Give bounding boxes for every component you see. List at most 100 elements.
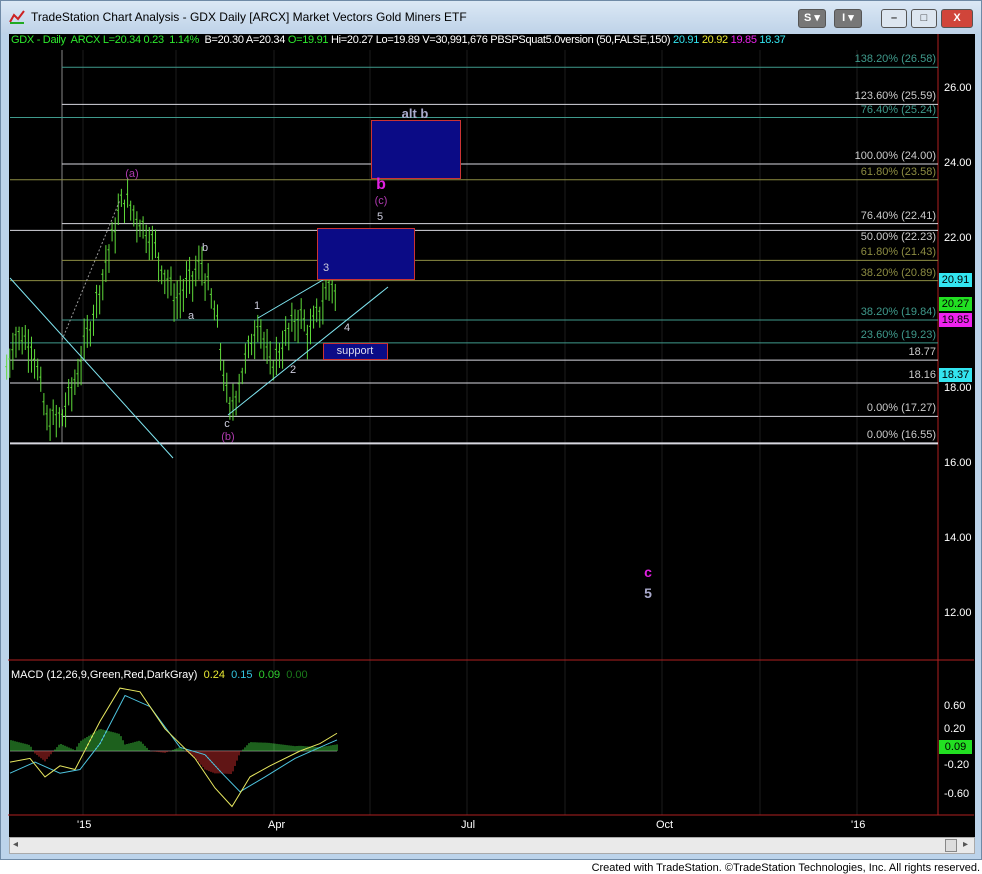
fib-label: 18.16 (908, 369, 936, 381)
wave-label-2: 2 (289, 364, 297, 376)
restore-button[interactable]: □ (911, 9, 937, 28)
symbol-link-label: S (804, 12, 812, 24)
macd-value-tag: 0.09 (939, 740, 972, 754)
macd-axis-tick: -0.60 (944, 788, 970, 801)
wave-label-c-small: c (224, 418, 230, 430)
indicator-value-2: 20.92 (701, 34, 728, 46)
bid: B=20.30 (204, 34, 245, 46)
price-axis-tick: 12.00 (944, 607, 972, 619)
price-axis-tick: 16.00 (944, 457, 972, 469)
fib-label: 50.00% (22.23) (860, 231, 936, 244)
price-axis-tick: 18.00 (944, 382, 972, 394)
b-target-box[interactable] (317, 228, 415, 280)
macd-axis-tick: 0.20 (944, 723, 966, 736)
fib-label: 61.80% (21.43) (860, 246, 936, 259)
wave-label-alt-b: alt b (401, 106, 429, 121)
net-change: 0.23 (143, 34, 165, 46)
indicator-name: PBSPSquat5.0version (50,FALSE,150) (490, 34, 671, 46)
price-axis-tick: 22.00 (944, 232, 972, 244)
time-axis-tick: '15 (77, 819, 92, 831)
wave-label-c-big: c (644, 564, 652, 580)
price-tag: 20.27 (939, 296, 972, 311)
indicator-link-button[interactable]: I ▾ (834, 9, 862, 28)
fib-label: 0.00% (16.55) (866, 429, 936, 442)
price-axis-tick: 26.00 (944, 82, 972, 94)
low: Lo=19.89 (375, 34, 420, 46)
price-tag: 18.37 (939, 368, 972, 383)
wave-label-a-paren: (a) (125, 168, 139, 180)
time-axis-tick: Apr (268, 819, 286, 831)
symbol: GDX - Daily (11, 34, 66, 46)
scroll-right-arrow-icon[interactable]: ▸ (963, 839, 969, 850)
wave-label-5-big: 5 (644, 585, 652, 601)
indicator-link-label: I (842, 12, 846, 24)
fib-label: 0.00% (17.27) (866, 402, 936, 415)
last-price: L=20.34 (102, 34, 141, 46)
alt-b-target-box[interactable] (371, 120, 461, 179)
wave-label-1: 1 (253, 300, 261, 312)
symbol-info-line: GDX - Daily ARCX L=20.34 0.23 1.14% B=20… (11, 34, 786, 46)
title-bar: TradeStation Chart Analysis - GDX Daily … (1, 1, 981, 34)
ask: A=20.34 (245, 34, 286, 46)
exchange: ARCX (70, 34, 101, 46)
wave-label-c-paren: (c) (374, 195, 388, 207)
price-axis-tick: 14.00 (944, 532, 972, 544)
fib-label: 61.80% (23.58) (860, 165, 936, 178)
support-label: support (336, 345, 374, 357)
volume: V=30,991,676 (422, 34, 488, 46)
fib-label: 123.60% (25.59) (854, 90, 936, 103)
tradestation-logo-icon (9, 10, 25, 24)
time-scrollbar[interactable]: ◂ ▸ (9, 837, 975, 854)
fib-label: 38.20% (19.84) (860, 306, 936, 318)
wave-label-3: 3 (322, 262, 330, 274)
pct-change: 1.14% (169, 34, 199, 46)
macd-label: MACD (12,26,9,Green,Red,DarkGray) (11, 669, 198, 681)
window-title: TradeStation Chart Analysis - GDX Daily … (31, 10, 467, 24)
wave-label-b-small: b (201, 242, 209, 254)
macd-zero-value: 0.00 (286, 669, 308, 681)
fib-label: 18.77 (908, 346, 936, 359)
chart-plot-area[interactable] (9, 34, 975, 837)
macd-legend: MACD (12,26,9,Green,Red,DarkGray) 0.24 0… (11, 669, 308, 681)
macd-value: 0.24 (203, 669, 225, 681)
dashed-projection-line (61, 199, 121, 341)
wave-label-a-small: a (187, 310, 195, 322)
price-tag: 19.85 (939, 312, 972, 327)
time-axis-tick: Oct (656, 819, 674, 831)
fib-label: 38.20% (20.89) (860, 266, 936, 279)
macd-signal-value: 0.15 (231, 669, 253, 681)
wave-label-4: 4 (343, 322, 351, 334)
downtrend-line (9, 277, 174, 459)
indicator-value-4: 18.37 (759, 34, 786, 46)
fib-label: 76.40% (25.24) (860, 103, 936, 116)
scroll-left-arrow-icon[interactable]: ◂ (13, 839, 19, 850)
minimize-button[interactable]: – (881, 9, 907, 28)
open: O=19.91 (287, 34, 329, 46)
price-axis-tick: 24.00 (944, 157, 972, 169)
close-button[interactable]: X (941, 9, 973, 28)
macd-line (9, 687, 338, 808)
indicator-value-3: 19.85 (730, 34, 757, 46)
wave-label-5: 5 (376, 211, 384, 223)
support-box[interactable] (323, 343, 388, 360)
fib-label: 76.40% (22.41) (860, 209, 936, 222)
macd-axis-tick: 0.60 (944, 699, 966, 712)
wave-label-b-paren: (b) (221, 431, 235, 443)
time-axis-tick: '16 (851, 819, 866, 831)
scroll-thumb[interactable] (945, 839, 957, 852)
indicator-value-1: 20.91 (673, 34, 700, 46)
high: Hi=20.27 (331, 34, 373, 46)
wave-label-b-big: b (376, 176, 386, 193)
fib-label: 138.20% (26.58) (854, 53, 936, 66)
fib-label: 100.00% (24.00) (854, 150, 936, 162)
footer-copyright: Created with TradeStation. ©TradeStation… (591, 862, 980, 874)
macd-signal-line (9, 694, 338, 793)
price-tag: 20.91 (939, 272, 972, 287)
fib-label: 23.60% (19.23) (860, 328, 936, 341)
macd-axis-tick: -0.20 (944, 758, 970, 771)
macd-histogram-value: 0.09 (258, 669, 281, 681)
time-axis-tick: Jul (461, 819, 476, 831)
symbol-link-button[interactable]: S ▾ (798, 9, 826, 28)
